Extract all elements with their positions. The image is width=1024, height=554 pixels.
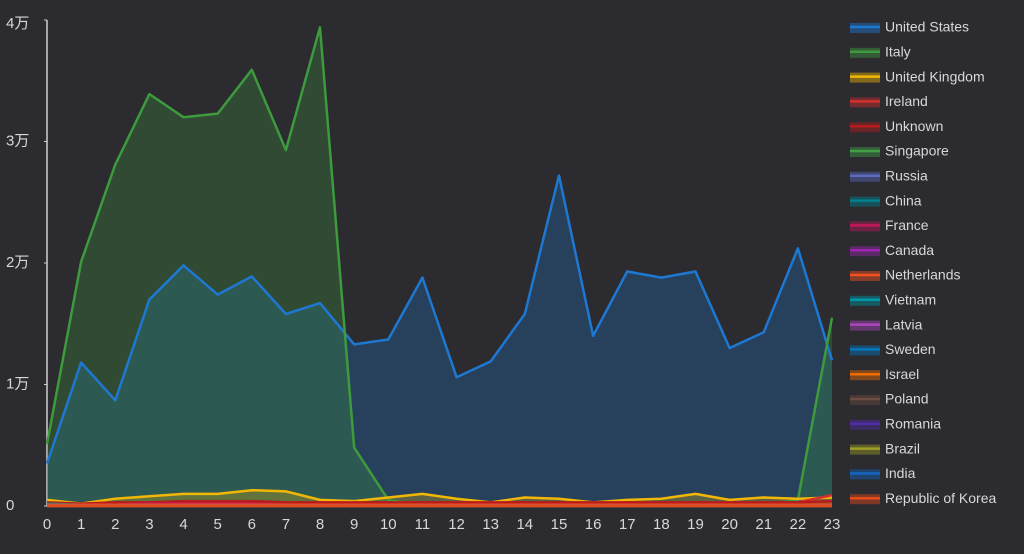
legend-label: United States [885,19,969,35]
legend-label: Vietnam [885,292,936,308]
legend-label: Brazil [885,440,920,456]
x-tick-label: 13 [482,516,499,533]
x-tick-label: 21 [755,516,772,533]
x-tick-label: 14 [516,516,533,533]
line [46,488,833,505]
x-tick-label: 7 [282,516,290,533]
lines [45,26,834,508]
legend-label: Sweden [885,341,936,357]
legend-label: Italy [885,44,911,60]
legend-label: Romania [885,416,941,432]
area [47,175,832,506]
line [46,499,833,505]
x-tick-label: 12 [448,516,465,533]
legend-label: Ireland [885,93,928,109]
x-tick-label: 19 [687,516,704,533]
legend-label: Singapore [885,143,949,159]
y-tick-label: 0 [6,497,14,514]
x-tick-label: 23 [824,516,841,533]
y-tick-label: 4万 [6,15,29,32]
x-tick-label: 0 [43,516,51,533]
x-tick-label: 22 [790,516,807,533]
x-tick-label: 17 [619,516,636,533]
legend-label: China [885,192,922,208]
x-tick-label: 6 [248,516,256,533]
x-tick-label: 15 [551,516,568,533]
x-tick-label: 1 [77,516,85,533]
legend-label: Canada [885,242,934,258]
legend-label: Republic of Korea [885,490,997,506]
line [45,174,834,464]
legend-label: Israel [885,366,919,382]
legend-label: Unknown [885,118,943,134]
x-tick-label: 2 [111,516,119,533]
legend-label: Latvia [885,316,923,332]
legend-label: United Kingdom [885,68,985,84]
x-tick-label: 20 [721,516,738,533]
x-tick-label: 11 [415,516,431,533]
legend-label: Poland [885,391,929,407]
legend-label: Russia [885,168,928,184]
x-tick-label: 3 [145,516,153,533]
x-tick-label: 5 [213,516,221,533]
area [47,27,832,507]
x-tick-label: 4 [179,516,187,533]
x-tick-label: 16 [585,516,602,533]
x-tick-label: 8 [316,516,324,533]
legend-label: Netherlands [885,267,961,283]
legend-label: India [885,465,916,481]
x-tick-label: 18 [653,516,670,533]
legend-label: France [885,217,929,233]
x-tick-label: 9 [350,516,358,533]
y-tick-label: 1万 [6,375,29,392]
x-tick-label: 10 [380,516,397,533]
y-tick-label: 2万 [6,254,29,271]
y-tick-label: 3万 [6,132,29,149]
